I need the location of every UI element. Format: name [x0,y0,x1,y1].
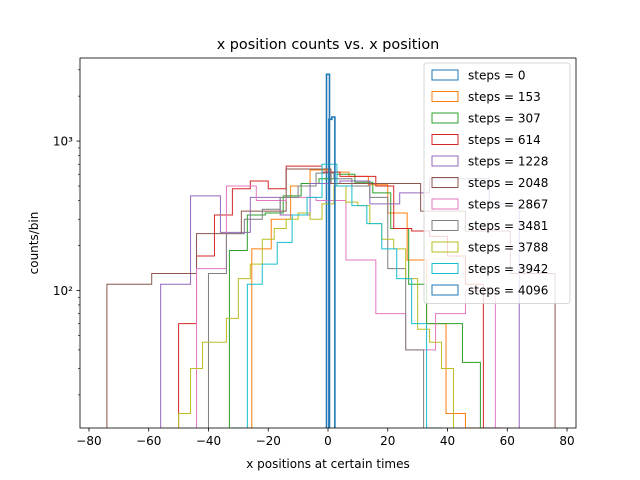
legend-swatch [431,241,459,253]
series-layer [106,73,556,428]
legend-label: steps = 0 [468,69,526,83]
legend-label: steps = 4096 [468,284,548,298]
legend-label: steps = 2867 [468,198,548,212]
y-axis: 10² 10³ [53,69,80,396]
x-tick-label: −40 [196,434,221,448]
legend-label: steps = 3481 [468,219,548,233]
x-tick-label: 0 [324,434,332,448]
legend-label: steps = 153 [468,90,541,104]
legend-swatch [431,263,459,274]
y-tick-label: 10³ [53,135,73,149]
x-axis-label: x positions at certain times [246,457,409,471]
y-axis-label: counts/bin [27,212,41,275]
x-tick-label: −60 [136,434,161,448]
legend-label: steps = 3788 [468,241,548,255]
series-step-7 [207,172,425,428]
legend-swatch [431,177,459,188]
x-tick-label: 20 [380,434,395,448]
legend-box [423,62,571,304]
legend-swatch [431,198,459,210]
x-axis: −80 −60 −40 −20 0 20 40 60 80 [76,428,575,448]
series-step-2 [228,173,481,428]
legend-swatch [431,220,459,231]
x-tick-label: 60 [500,434,515,448]
legend-label: steps = 614 [468,133,541,147]
x-tick-label: 80 [559,434,574,448]
chart-title: x position counts vs. x position [217,37,440,53]
legend-swatch [431,155,459,167]
x-tick-label: −80 [76,434,101,448]
legend-label: steps = 3942 [468,262,548,276]
legend-label: steps = 307 [468,112,541,126]
series-step-10 [328,116,336,428]
legend-swatch [431,112,459,124]
legend-swatch [431,91,459,102]
legend-swatch [431,134,459,145]
legend-swatch [431,284,459,296]
x-tick-label: −20 [256,434,281,448]
legend-swatch [431,69,459,81]
series-step-6 [196,185,496,428]
legend: steps = 0 steps = 153 steps = 307 steps = 6… [423,62,571,304]
legend-label: steps = 2048 [468,176,548,190]
legend-label: steps = 1228 [468,155,548,169]
series-step-9 [231,163,443,428]
x-tick-label: 40 [440,434,455,448]
y-tick-label: 10² [53,284,73,298]
